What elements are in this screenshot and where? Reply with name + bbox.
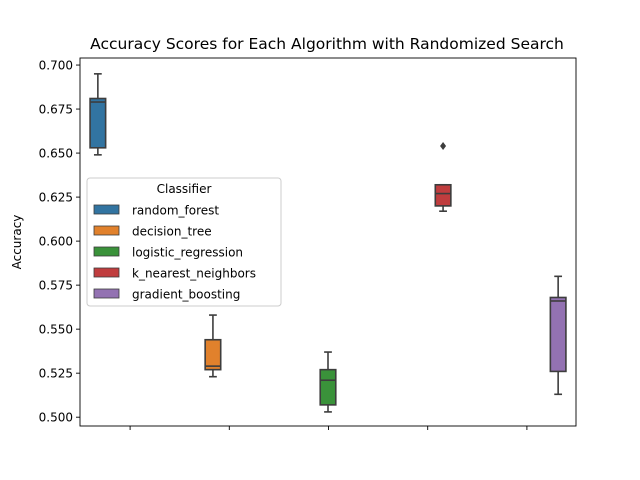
y-tick-label: 0.600	[39, 235, 73, 249]
y-tick-label: 0.650	[39, 147, 73, 161]
legend-title: Classifier	[157, 182, 212, 196]
plot-area	[79, 57, 577, 427]
x-axis	[129, 426, 528, 430]
legend-items: random_forest decision_tree logistic_regre…	[93, 204, 256, 302]
box-series	[89, 73, 567, 413]
legend-label: logistic_regression	[132, 246, 243, 260]
y-tick-label: 0.675	[39, 103, 73, 117]
box-body	[204, 338, 222, 371]
y-tick-label: 0.500	[39, 411, 73, 425]
y-tick-label: 0.575	[39, 279, 73, 293]
box-body	[319, 368, 337, 406]
legend-frame	[86, 177, 282, 307]
y-tick-label: 0.550	[39, 323, 73, 337]
y-tick-label: 0.625	[39, 191, 73, 205]
legend-swatch	[93, 267, 120, 278]
y-tick-label: 0.525	[39, 367, 73, 381]
box-decision-tree	[204, 314, 222, 378]
legend: Classifier random_forest decision_treelog…	[86, 177, 282, 307]
legend-label: random_forest	[132, 204, 219, 218]
legend-label: decision_tree	[132, 225, 212, 239]
box-body	[89, 97, 107, 149]
box-body	[434, 183, 452, 207]
box-random-forest	[89, 73, 107, 156]
y-axis-label: Accuracy	[10, 215, 24, 270]
legend-swatch	[93, 246, 120, 257]
outlier-point	[440, 142, 447, 151]
legend-swatch	[93, 225, 120, 236]
y-axis: 0.500 0.525 0.550 0.575 0.600 0.625 0.650 0.675…	[39, 59, 80, 425]
legend-swatch	[93, 288, 120, 299]
legend-label: k_nearest_neighbors	[132, 267, 256, 281]
box-gradient-boosting	[549, 275, 567, 396]
box-k-nearest-neighbors	[434, 142, 452, 212]
box-logistic-regression	[319, 351, 337, 413]
legend-label: gradient_boosting	[132, 288, 240, 302]
y-tick-label: 0.700	[39, 59, 73, 73]
chart-title: Accuracy Scores for Each Algorithm with …	[90, 35, 564, 53]
legend-swatch	[93, 204, 120, 215]
box-body	[549, 296, 567, 373]
